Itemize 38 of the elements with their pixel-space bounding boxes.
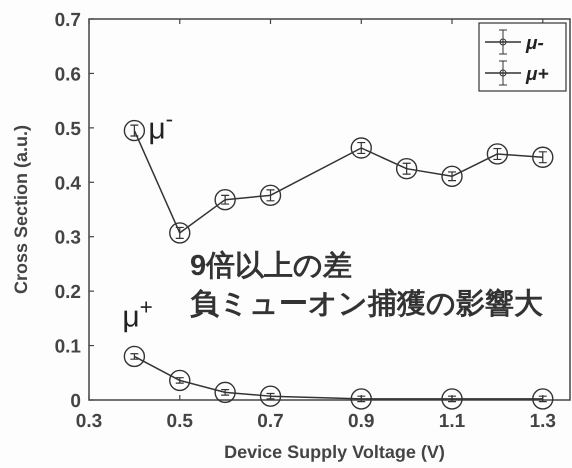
point [214, 189, 236, 210]
y-tick-label: 0.3 [54, 228, 81, 249]
y-tick-label: 0.6 [54, 64, 81, 86]
point [486, 143, 508, 165]
x-tick-label: 1.1 [438, 411, 466, 432]
point [350, 388, 372, 410]
point [396, 158, 418, 180]
point [214, 382, 236, 404]
x-tick-label: 0.5 [166, 411, 194, 432]
y-tick-label: 0.4 [54, 173, 82, 194]
point [441, 166, 463, 187]
x-tick-label: 0.3 [76, 411, 102, 432]
y-tick-label: 0.1 [54, 336, 82, 358]
annotation: 9倍以上の差 [190, 250, 352, 282]
point [441, 388, 463, 410]
point [260, 184, 282, 206]
y-axis-title: Cross Section (a.u.) [11, 124, 31, 294]
x-tick-label: 0.7 [257, 411, 284, 432]
x-tick-label: 1.3 [530, 411, 556, 432]
x-axis-title: Device Supply Voltage (V) [224, 442, 445, 462]
y-tick-label: 0.7 [54, 10, 81, 31]
legend-label: μ+ [525, 64, 549, 85]
y-tick-label: 0 [70, 391, 81, 412]
point [124, 346, 146, 368]
point [169, 370, 190, 392]
point [260, 385, 282, 407]
point [124, 120, 146, 142]
annotation: μ$^{-}$ [148, 106, 174, 146]
y-tick-label: 0.5 [54, 118, 82, 140]
point [532, 388, 554, 410]
y-tick-label: 0.2 [54, 282, 81, 304]
point [169, 222, 190, 244]
legend-label: μ- [525, 33, 544, 54]
point [532, 146, 554, 168]
point [350, 137, 372, 159]
annotation: μ$^{+}$ [122, 294, 153, 334]
x-tick-label: 0.9 [348, 411, 374, 432]
annotation: 負ミューオン捕獲の影響大 [190, 287, 544, 320]
